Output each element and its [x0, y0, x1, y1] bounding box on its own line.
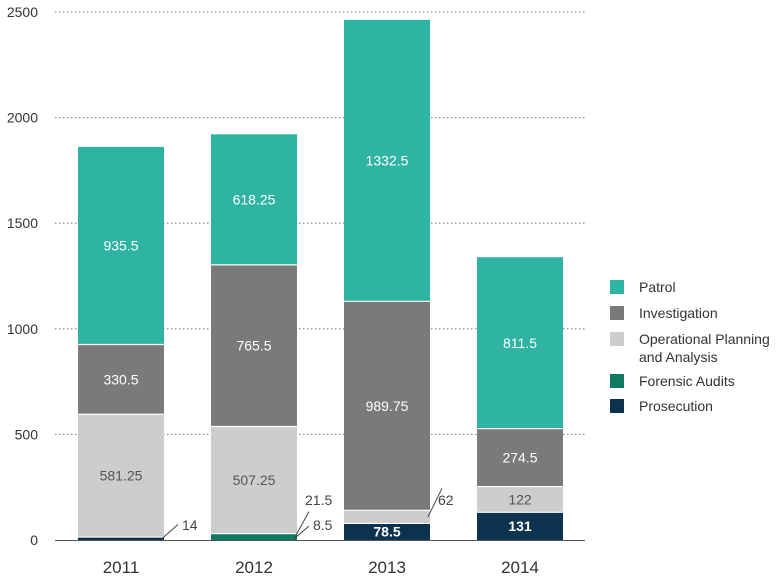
legend-swatch: [610, 332, 624, 346]
legend-swatch: [610, 280, 624, 294]
bar-segment: [211, 533, 297, 540]
bar-value-label: 935.5: [103, 238, 138, 254]
legend-label: Investigation: [639, 305, 718, 321]
bar-segment: [211, 426, 297, 534]
bar-segment: [344, 19, 430, 302]
y-tick-label: 1500: [7, 215, 38, 231]
y-tick-label: 2000: [7, 110, 38, 126]
callout-line: [161, 524, 179, 539]
bars: 78.5 131 581.25 507.25 122 330.5 765.5 989.75 27…: [78, 19, 563, 540]
x-category-label: 2011: [103, 558, 140, 577]
bar-segment: [477, 486, 563, 513]
bar-value-label: 1332.5: [366, 153, 409, 169]
x-axis: 2011 2012 2013 2014: [103, 558, 539, 577]
bar-value-label: 811.5: [503, 335, 537, 351]
callout-label: 21.5: [305, 492, 332, 508]
legend-swatch: [610, 374, 624, 388]
y-tick-label: 0: [30, 532, 38, 548]
bar-value-label: 122: [508, 491, 532, 507]
legend-label: Patrol: [639, 279, 676, 295]
bar-value-label: 330.5: [103, 371, 138, 387]
bar-value-label: 507.25: [233, 472, 276, 488]
legend-label: Prosecution: [639, 398, 713, 414]
bar-segment: [477, 512, 563, 540]
bar-value-label: 581.25: [100, 468, 143, 484]
callout-label: 62: [438, 492, 454, 508]
bar-value-label: 618.25: [233, 192, 276, 208]
callout-line: [294, 525, 310, 539]
bar-segment: [78, 344, 164, 415]
y-tick-label: 500: [15, 426, 39, 442]
legend-swatch: [610, 306, 624, 320]
bar-value-label: 989.75: [366, 398, 409, 414]
bar-segment: [211, 264, 297, 427]
callout-line: [427, 488, 443, 518]
bar-segment: [477, 257, 563, 429]
x-category-label: 2013: [368, 558, 406, 577]
callout-line: [294, 511, 310, 538]
y-tick-label: 2500: [7, 4, 38, 20]
callout-labels: 14 21.5 62 8.5: [161, 488, 454, 539]
legend-swatch: [610, 399, 624, 413]
x-category-label: 2014: [501, 558, 539, 577]
y-tick-label: 1000: [7, 321, 38, 337]
bar-segment: [477, 428, 563, 487]
y-axis: 0 500 1000 1500 2000 2500: [7, 4, 38, 548]
legend-label: Operational Planning and Analysis: [639, 331, 770, 365]
bar-value-label: 274.5: [502, 450, 537, 466]
bar-value-label: 131: [508, 518, 532, 534]
bar-segment: [344, 523, 430, 540]
legend-label: Forensic Audits: [639, 373, 735, 389]
callout-label: 8.5: [313, 517, 333, 533]
bar-value-label: 765.5: [236, 338, 271, 354]
bar-segment: [78, 146, 164, 345]
bar-segment: [78, 414, 164, 538]
callout-label: 14: [182, 517, 198, 533]
bar-segment: [344, 301, 430, 511]
legend: Patrol Investigation Operational Planning a…: [610, 279, 770, 414]
bar-segment: [211, 134, 297, 265]
bar-segment: [344, 510, 430, 524]
bar-segment: [78, 537, 164, 540]
x-category-label: 2012: [235, 558, 273, 577]
bar-value-label: 78.5: [373, 524, 400, 540]
